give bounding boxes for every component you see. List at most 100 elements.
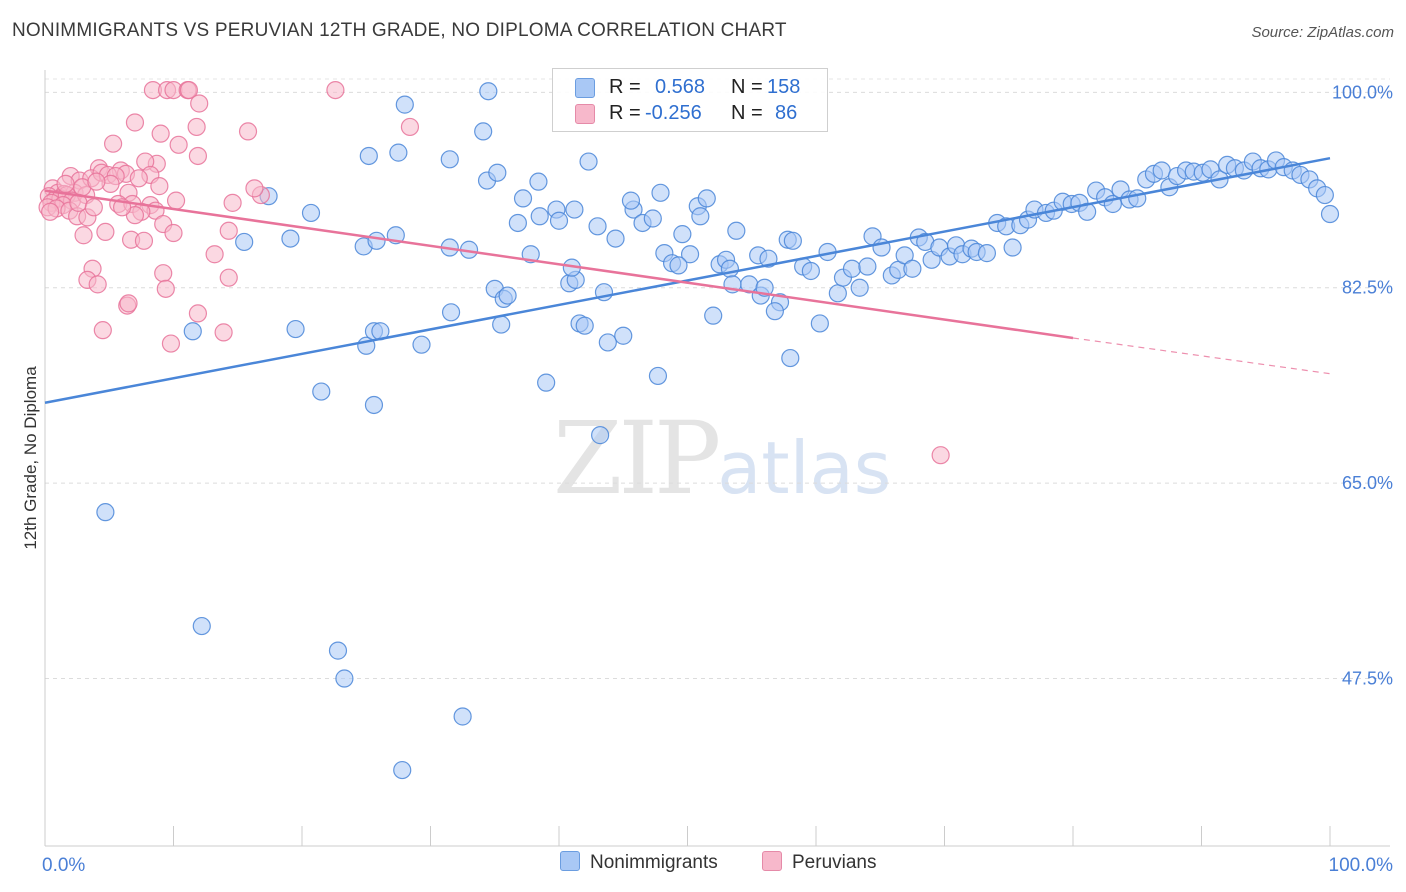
legend-label-peruvians: Peruvians <box>792 852 877 873</box>
nonimmigrants-point <box>680 245 700 264</box>
nonimmigrants-point <box>801 261 820 281</box>
nonimmigrants-point <box>530 207 549 226</box>
nonimmigrants-point <box>412 335 431 354</box>
nonimmigrants-point <box>842 259 862 278</box>
y-axis-title: 12th Grade, No Diploma <box>21 366 40 550</box>
legend-item-peruvians: Peruvians <box>762 851 877 874</box>
nonimmigrants-point <box>673 225 692 244</box>
peruvians-point <box>187 117 206 137</box>
nonimmigrants-point <box>606 229 625 248</box>
nonimmigrants-point <box>488 163 507 182</box>
nonimmigrants-point <box>183 322 202 341</box>
nonimmigrants-point <box>537 373 556 392</box>
nonimmigrants-point <box>781 348 800 368</box>
nonimmigrants-point <box>192 616 211 636</box>
nonimmigrants-point <box>669 256 688 275</box>
peruvians-point <box>84 198 103 217</box>
peruvians-point <box>219 268 238 287</box>
nonimmigrants-point <box>651 183 670 202</box>
peruvians-trendline <box>44 189 1074 340</box>
peruvians-point <box>129 169 148 188</box>
peruvians-point <box>154 264 173 283</box>
trend-layer <box>44 156 1331 404</box>
peruvians-trendline-extension <box>1072 337 1331 375</box>
peruvians-point <box>104 134 123 153</box>
peruvians-point <box>400 117 420 137</box>
nonimmigrants-point <box>1003 238 1022 257</box>
legend-r-value-nonimmigrants: 0.568 <box>655 76 706 98</box>
legend-item-nonimmigrants: Nonimmigrants <box>560 851 718 874</box>
chart-title: NONIMMIGRANTS VS PERUVIAN 12TH GRADE, NO… <box>12 20 787 41</box>
peruvians-point <box>931 446 950 465</box>
points-layer <box>38 80 1340 780</box>
nonimmigrants-point <box>364 395 384 415</box>
legend-swatch-peruvians <box>575 104 595 124</box>
peruvians-point <box>87 172 106 191</box>
label-layer: 100.0% 82.5% 65.0% 47.5% 0.0% 100.0% 12th Grad… <box>21 82 1393 876</box>
legend-n-value-peruvians: 86 <box>775 102 798 124</box>
watermark-zip: ZIP <box>553 400 721 517</box>
nonimmigrants-point <box>498 286 517 305</box>
nonimmigrants-point <box>895 246 914 265</box>
peruvians-point <box>214 323 233 342</box>
nonimmigrants-point <box>513 189 533 208</box>
y-tick-label: 100.0% <box>1332 82 1393 102</box>
legend-swatch-peruvians <box>762 851 782 871</box>
nonimmigrants-point <box>440 150 459 169</box>
nonimmigrants-point <box>648 366 668 386</box>
peruvians-point <box>188 146 208 166</box>
peruvians-point <box>219 221 238 240</box>
legend-r-label: R = <box>609 76 641 98</box>
x-tick-label-max: 100.0% <box>1329 855 1394 876</box>
legend-swatch-nonimmigrants <box>575 78 595 98</box>
nonimmigrants-point <box>783 231 802 250</box>
nonimmigrants-point <box>508 213 527 233</box>
watermark-atlas: atlas <box>717 426 892 510</box>
correlation-legend: R = 0.568 N = 158 R = -0.256 N = 86 <box>552 68 828 132</box>
nonimmigrants-point <box>565 200 584 219</box>
peruvians-point <box>166 191 186 210</box>
nonimmigrants-point <box>281 229 300 248</box>
nonimmigrants-point <box>727 221 746 240</box>
nonimmigrants-point <box>621 191 641 210</box>
nonimmigrants-point <box>765 302 784 321</box>
nonimmigrants-point <box>312 382 331 401</box>
peruvians-point <box>56 174 75 193</box>
nonimmigrants-point <box>1152 161 1171 180</box>
peruvians-point <box>238 122 258 141</box>
peruvians-point <box>88 275 107 294</box>
nonimmigrants-point <box>301 203 321 223</box>
nonimmigrants-point <box>529 172 548 191</box>
peruvians-point <box>169 135 188 154</box>
nonimmigrants-point <box>858 257 877 276</box>
nonimmigrants-point <box>588 217 607 236</box>
nonimmigrants-point <box>759 249 778 268</box>
legend-n-value-nonimmigrants: 158 <box>767 76 801 98</box>
peruvians-point <box>150 177 169 196</box>
y-tick-label: 47.5% <box>1342 669 1393 689</box>
x-tick-label-min: 0.0% <box>42 855 85 876</box>
nonimmigrants-point <box>1320 204 1340 224</box>
peruvians-point <box>326 80 345 100</box>
nonimmigrants-point <box>389 143 408 162</box>
nonimmigrants-point <box>828 284 847 303</box>
nonimmigrants-trendline <box>44 156 1331 404</box>
peruvians-point <box>151 124 170 143</box>
legend-swatch-nonimmigrants <box>560 851 580 871</box>
legend-label-nonimmigrants: Nonimmigrants <box>590 852 718 873</box>
watermark: ZIPatlas <box>553 400 891 517</box>
nonimmigrants-point <box>850 278 869 297</box>
nonimmigrants-point <box>335 669 354 688</box>
legend-n-label: N = <box>731 76 763 98</box>
peruvians-point <box>245 179 264 198</box>
nonimmigrants-point <box>359 146 378 166</box>
peruvians-point <box>125 113 145 132</box>
peruvians-point <box>134 231 154 250</box>
nonimmigrants-point <box>549 211 569 230</box>
nonimmigrants-point <box>643 209 662 228</box>
nonimmigrants-point <box>367 231 386 250</box>
peruvians-point <box>156 279 175 298</box>
peruvians-point <box>41 202 60 221</box>
nonimmigrants-point <box>235 232 254 252</box>
